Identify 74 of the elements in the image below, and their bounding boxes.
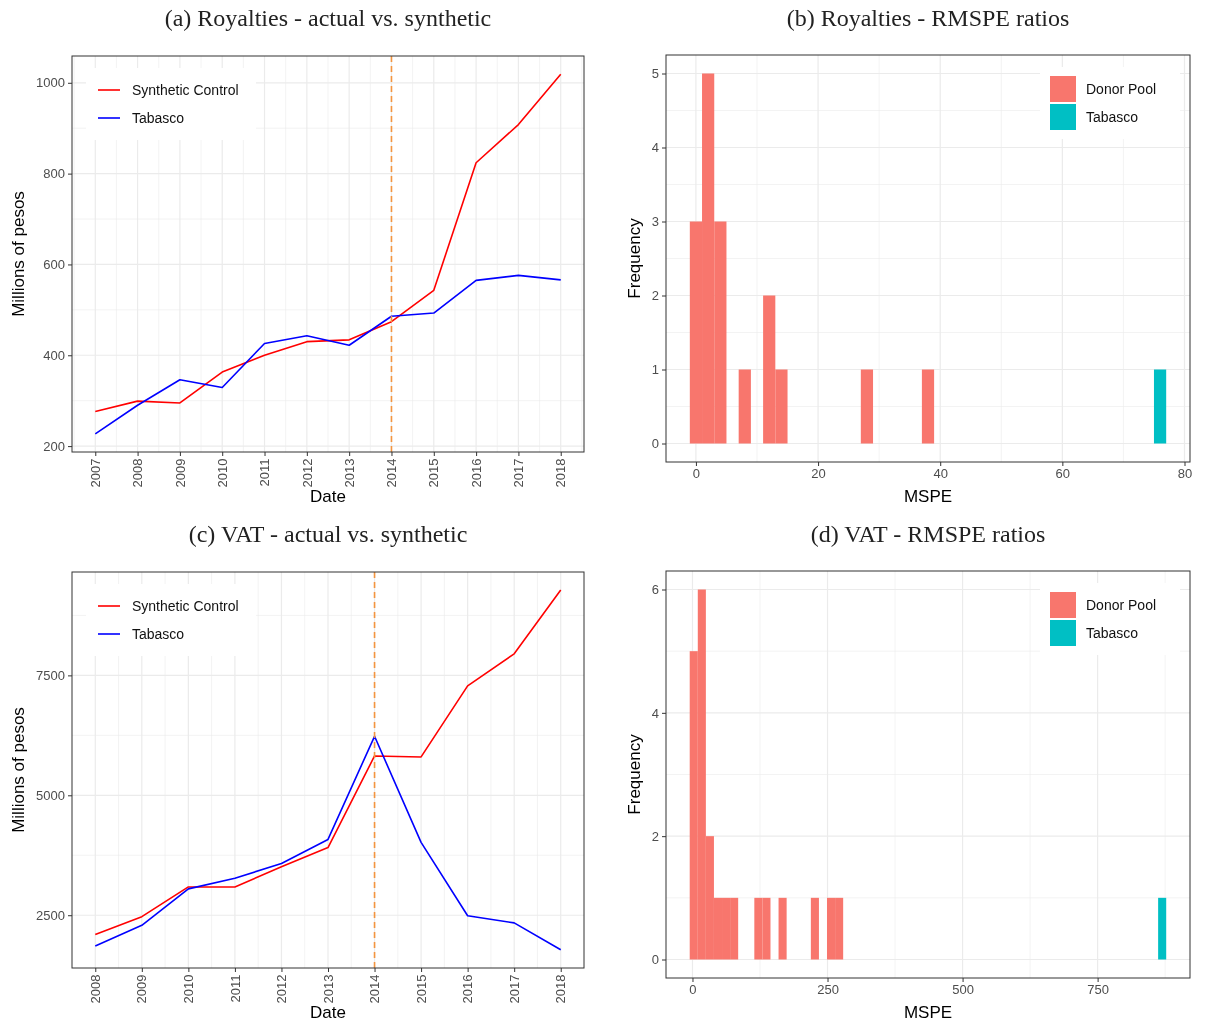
x-tick-label: 2014 <box>367 974 383 1004</box>
chart-title: (d) VAT - RMSPE ratios <box>810 521 1046 547</box>
line-series <box>94 274 562 435</box>
x-tick-label: 2013 <box>341 458 357 488</box>
x-axis-title: Date <box>310 487 346 506</box>
x-tick-label: 0 <box>692 466 701 482</box>
x-tick-label: 2010 <box>214 458 230 488</box>
x-tick-label: 2010 <box>181 974 197 1004</box>
line-series <box>94 589 562 936</box>
x-tick-label: 2016 <box>460 974 476 1004</box>
y-tick-label: 200 <box>43 438 65 454</box>
x-tick-label: 60 <box>1055 466 1071 482</box>
y-tick-label: 0 <box>651 436 659 452</box>
y-tick-label: 2 <box>651 828 659 844</box>
legend-label: Donor Pool <box>1086 80 1157 97</box>
y-tick-label: 1 <box>651 362 659 378</box>
y-tick-label: 0 <box>651 952 659 968</box>
legend-label: Tabasco <box>1086 108 1139 125</box>
y-tick-label: 2 <box>651 288 659 304</box>
y-tick-label: 5 <box>651 66 659 82</box>
x-tick-label: 2018 <box>553 974 569 1004</box>
x-tick-label: 2011 <box>227 974 243 1003</box>
x-tick-label: 500 <box>952 982 974 998</box>
y-axis-title: Millions of pesos <box>9 191 28 317</box>
x-tick-label: 2013 <box>320 974 336 1004</box>
chart-title: (c) VAT - actual vs. synthetic <box>188 521 468 547</box>
x-tick-label: 2012 <box>299 458 315 488</box>
x-axis-title: Date <box>310 1003 346 1022</box>
legend-label: Synthetic Control <box>132 81 239 98</box>
x-tick-label: 2016 <box>468 458 484 488</box>
x-tick-label: 2009 <box>172 458 188 488</box>
legend-label: Tabasco <box>132 109 185 126</box>
y-axis-title: Millions of pesos <box>9 707 28 833</box>
x-tick-label: 2014 <box>384 458 400 488</box>
legend-label: Synthetic Control <box>132 597 239 614</box>
line-series <box>94 73 562 413</box>
x-tick-label: 2008 <box>130 458 146 488</box>
x-tick-label: 80 <box>1177 466 1193 482</box>
y-axis-title: Frequency <box>625 733 644 815</box>
y-tick-label: 600 <box>43 257 65 273</box>
y-tick-label: 3 <box>651 214 659 230</box>
x-axis-title: MSPE <box>903 1003 953 1022</box>
x-tick-label: 2007 <box>87 458 103 488</box>
legend-label: Tabasco <box>132 625 185 642</box>
x-tick-label: 250 <box>817 982 839 998</box>
line-series <box>94 735 562 951</box>
y-tick-label: 2500 <box>36 907 65 923</box>
x-tick-label: 2009 <box>134 974 150 1004</box>
x-tick-label: 2012 <box>274 974 290 1004</box>
y-axis-title: Frequency <box>625 217 644 299</box>
x-tick-label: 750 <box>1087 982 1109 998</box>
x-tick-label: 40 <box>933 466 948 482</box>
y-tick-label: 7500 <box>36 668 65 684</box>
y-tick-label: 6 <box>651 582 659 598</box>
x-tick-label: 2015 <box>413 974 429 1004</box>
y-tick-label: 400 <box>43 347 65 363</box>
y-tick-label: 800 <box>43 166 65 182</box>
y-tick-label: 1000 <box>36 75 65 91</box>
y-tick-label: 4 <box>651 140 659 156</box>
x-tick-label: 0 <box>689 982 697 998</box>
x-tick-label: 2008 <box>87 974 103 1004</box>
x-tick-label: 2018 <box>553 458 569 488</box>
legend-label: Donor Pool <box>1086 596 1157 613</box>
y-tick-label: 4 <box>651 705 659 721</box>
x-axis-title: MSPE <box>903 487 953 506</box>
x-tick-label: 2015 <box>426 458 442 488</box>
y-tick-label: 5000 <box>36 787 65 803</box>
legend-label: Tabasco <box>1086 624 1139 641</box>
x-tick-label: 20 <box>811 466 826 482</box>
x-tick-label: 2017 <box>506 974 522 1004</box>
chart-title: (b) Royalties - RMSPE ratios <box>786 5 1070 31</box>
chart-title: (a) Royalties - actual vs. synthetic <box>164 5 492 31</box>
x-tick-label: 2017 <box>511 458 527 488</box>
x-tick-label: 2011 <box>257 458 273 487</box>
